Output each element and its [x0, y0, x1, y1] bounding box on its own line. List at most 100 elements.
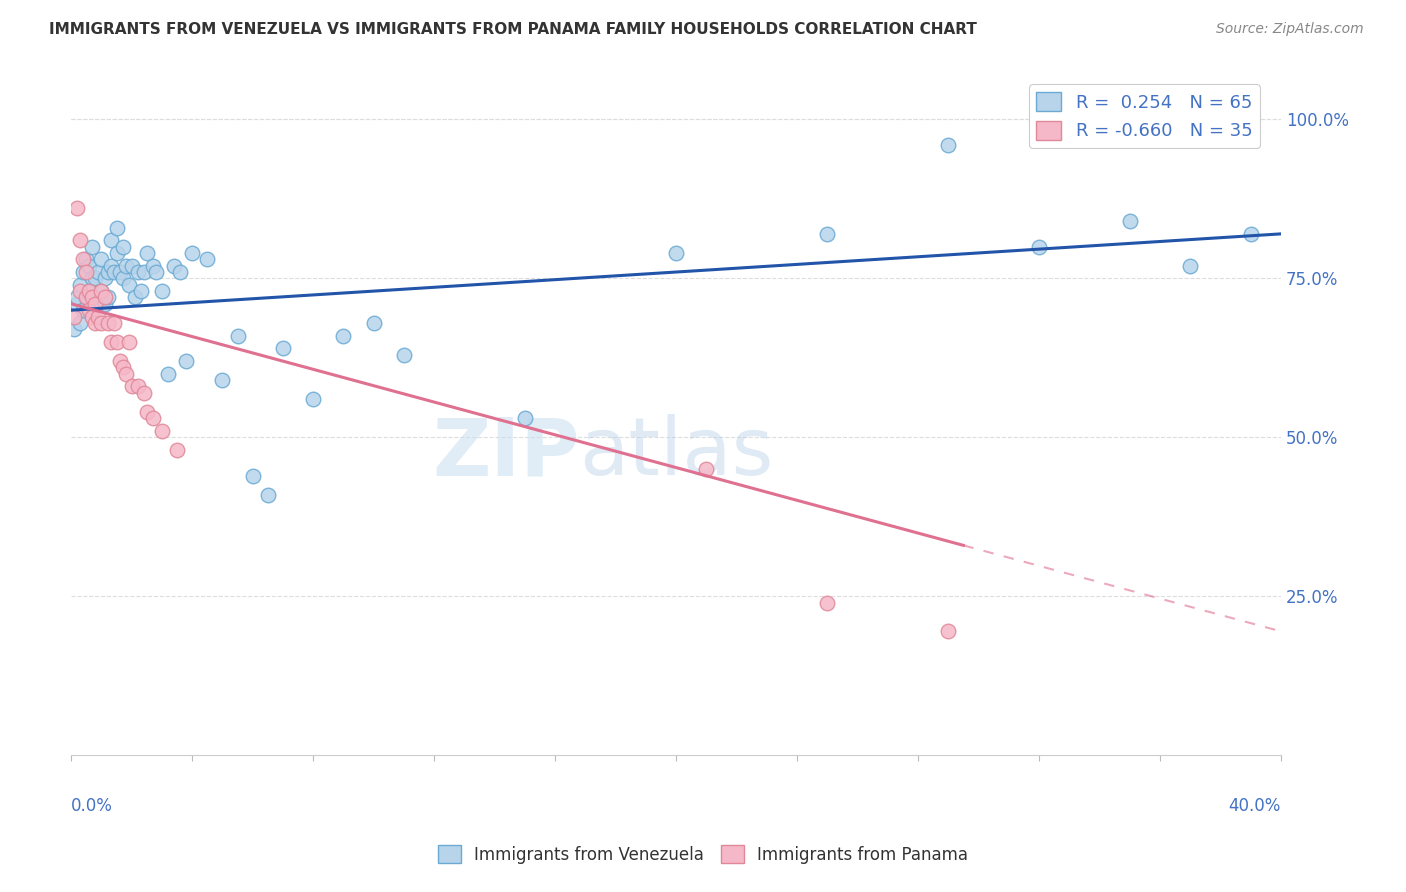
Point — [90, 316, 112, 330]
Point — [195, 252, 218, 267]
Point — [242, 468, 264, 483]
Point — [103, 316, 125, 330]
Point — [1028, 239, 1050, 253]
Point — [363, 316, 385, 330]
Point — [100, 259, 122, 273]
Point — [82, 271, 104, 285]
Point — [90, 252, 112, 267]
Point — [105, 334, 128, 349]
Point — [332, 328, 354, 343]
Point — [84, 316, 107, 330]
Point — [79, 259, 101, 273]
Point — [815, 596, 838, 610]
Point — [108, 354, 131, 368]
Point — [75, 252, 97, 267]
Point — [79, 303, 101, 318]
Point — [69, 233, 91, 247]
Point — [145, 265, 167, 279]
Legend: R =  0.254   N = 65, R = -0.660   N = 35: R = 0.254 N = 65, R = -0.660 N = 35 — [1029, 85, 1260, 148]
Point — [665, 246, 688, 260]
Point — [63, 310, 86, 324]
Point — [150, 424, 173, 438]
Point — [82, 310, 104, 324]
Point — [111, 271, 134, 285]
Point — [66, 297, 89, 311]
Point — [135, 405, 157, 419]
Text: 40.0%: 40.0% — [1229, 797, 1281, 814]
Text: atlas: atlas — [579, 414, 773, 492]
Point — [84, 290, 107, 304]
Point — [96, 265, 118, 279]
Point — [82, 290, 104, 304]
Point — [936, 137, 959, 152]
Point — [66, 202, 89, 216]
Text: Source: ZipAtlas.com: Source: ZipAtlas.com — [1216, 22, 1364, 37]
Point — [302, 392, 325, 407]
Point — [936, 624, 959, 639]
Point — [211, 373, 233, 387]
Point — [72, 265, 94, 279]
Point — [132, 385, 155, 400]
Point — [93, 290, 115, 304]
Point — [69, 316, 91, 330]
Point — [121, 259, 143, 273]
Point — [69, 277, 91, 292]
Point — [72, 303, 94, 318]
Point — [815, 227, 838, 241]
Point — [100, 233, 122, 247]
Point — [181, 246, 204, 260]
Point — [132, 265, 155, 279]
Point — [150, 284, 173, 298]
Point — [87, 265, 110, 279]
Point — [103, 265, 125, 279]
Point — [84, 297, 107, 311]
Point — [84, 271, 107, 285]
Point — [226, 328, 249, 343]
Point — [118, 334, 141, 349]
Point — [392, 348, 415, 362]
Point — [111, 360, 134, 375]
Point — [129, 284, 152, 298]
Point — [127, 379, 149, 393]
Point — [121, 379, 143, 393]
Point — [111, 239, 134, 253]
Point — [63, 322, 86, 336]
Point — [166, 443, 188, 458]
Point — [105, 246, 128, 260]
Point — [127, 265, 149, 279]
Point — [135, 246, 157, 260]
Point — [1119, 214, 1142, 228]
Point — [271, 342, 294, 356]
Point — [72, 252, 94, 267]
Point — [66, 290, 89, 304]
Point — [157, 367, 180, 381]
Point — [118, 277, 141, 292]
Point — [100, 334, 122, 349]
Point — [79, 284, 101, 298]
Point — [114, 259, 136, 273]
Point — [124, 290, 146, 304]
Point — [69, 284, 91, 298]
Point — [695, 462, 717, 476]
Point — [105, 220, 128, 235]
Point — [93, 271, 115, 285]
Legend: Immigrants from Venezuela, Immigrants from Panama: Immigrants from Venezuela, Immigrants fr… — [430, 838, 976, 871]
Point — [163, 259, 186, 273]
Point — [75, 290, 97, 304]
Point — [114, 367, 136, 381]
Point — [87, 297, 110, 311]
Point — [96, 290, 118, 304]
Point — [142, 259, 165, 273]
Point — [93, 297, 115, 311]
Point — [90, 284, 112, 298]
Point — [1180, 259, 1202, 273]
Point — [96, 316, 118, 330]
Point — [90, 284, 112, 298]
Point — [1240, 227, 1263, 241]
Point — [79, 284, 101, 298]
Point — [256, 487, 278, 501]
Point — [169, 265, 191, 279]
Point — [82, 239, 104, 253]
Point — [174, 354, 197, 368]
Point — [75, 265, 97, 279]
